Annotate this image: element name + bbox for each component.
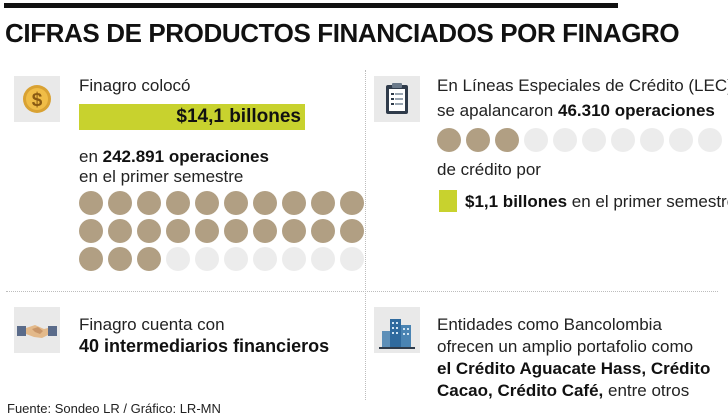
dot-filled [195,219,219,243]
vertical-divider [365,70,366,400]
dot-filled [108,219,132,243]
dot-filled [137,191,161,215]
block4-line4: Cacao, Crédito Café, entre otros [437,380,689,401]
block2-amount: $1,1 billones [465,192,568,211]
block1-line2-prefix: en [79,147,103,166]
block2-line2: se apalancaron 46.310 operaciones [437,100,715,121]
dot-filled [311,191,335,215]
dot-filled [437,128,461,152]
dot-filled [311,219,335,243]
dot-filled [282,191,306,215]
dot-filled [79,191,103,215]
dot-empty [311,247,335,271]
block1-highlight: $14,1 billones [79,104,305,130]
dot-empty [224,247,248,271]
dot-filled [466,128,490,152]
dot-filled [224,191,248,215]
block4-line4-rest: entre otros [603,381,690,400]
dot-filled [108,247,132,271]
block4-line3: el Crédito Aguacate Hass, Crédito [437,359,711,378]
block1-line1: Finagro colocó [79,76,191,95]
dot-filled [282,219,306,243]
dot-filled [253,191,277,215]
block4-line1: Entidades como Bancolombia [437,315,662,334]
block1-line3: en el primer semestre [79,167,244,186]
dot-empty [195,247,219,271]
dot-filled [79,219,103,243]
block2-line4-rest: en el primer semestre [567,192,728,211]
block1-line2: en 242.891 operaciones [79,146,269,167]
dot-filled [137,247,161,271]
clipboard-icon [374,76,420,122]
block2-line2-prefix: se apalancaron [437,101,558,120]
block1-dot-grid [79,191,364,271]
dot-empty [640,128,664,152]
dot-empty [553,128,577,152]
block1-highlight-value: $14,1 billones [176,106,301,127]
block2-operations: 46.310 operaciones [557,101,715,120]
dot-filled [166,191,190,215]
block2-highlight-swatch [439,190,457,212]
dot-filled [253,219,277,243]
dot-empty [282,247,306,271]
block4-line2: ofrecen un amplio portafolio como [437,337,694,356]
block3-line1: Finagro cuenta con [79,315,225,334]
dot-empty [611,128,635,152]
top-rule [4,3,618,8]
dot-filled [495,128,519,152]
dot-filled [79,247,103,271]
dot-empty [166,247,190,271]
block2-line3: de crédito por [437,160,541,179]
block4-line4-bold: Cacao, Crédito Café, [437,381,604,400]
dot-empty [669,128,693,152]
block2-line4: $1,1 billones en el primer semestre [465,191,728,212]
dot-filled [195,191,219,215]
dot-filled [137,219,161,243]
dot-empty [524,128,548,152]
block2-dot-grid [437,128,722,152]
buildings-icon [374,307,420,353]
dot-empty [253,247,277,271]
source-credit: Fuente: Sondeo LR / Gráfico: LR-MN [7,401,221,416]
dollar-coin-icon: $ [14,76,60,122]
dot-filled [340,219,364,243]
page-title: CIFRAS DE PRODUCTOS FINANCIADOS POR FINA… [5,18,680,48]
block2-line1: En Líneas Especiales de Crédito (LEC) [437,76,728,95]
dot-filled [224,219,248,243]
dot-filled [340,191,364,215]
block3-intermediaries: 40 intermediarios financieros [79,336,330,356]
dot-filled [108,191,132,215]
svg-text:$: $ [32,90,43,111]
block1-operations: 242.891 operaciones [102,147,269,166]
horizontal-divider [6,291,718,292]
handshake-icon [14,307,60,353]
dot-empty [698,128,722,152]
dot-filled [166,219,190,243]
dot-empty [340,247,364,271]
dot-empty [582,128,606,152]
